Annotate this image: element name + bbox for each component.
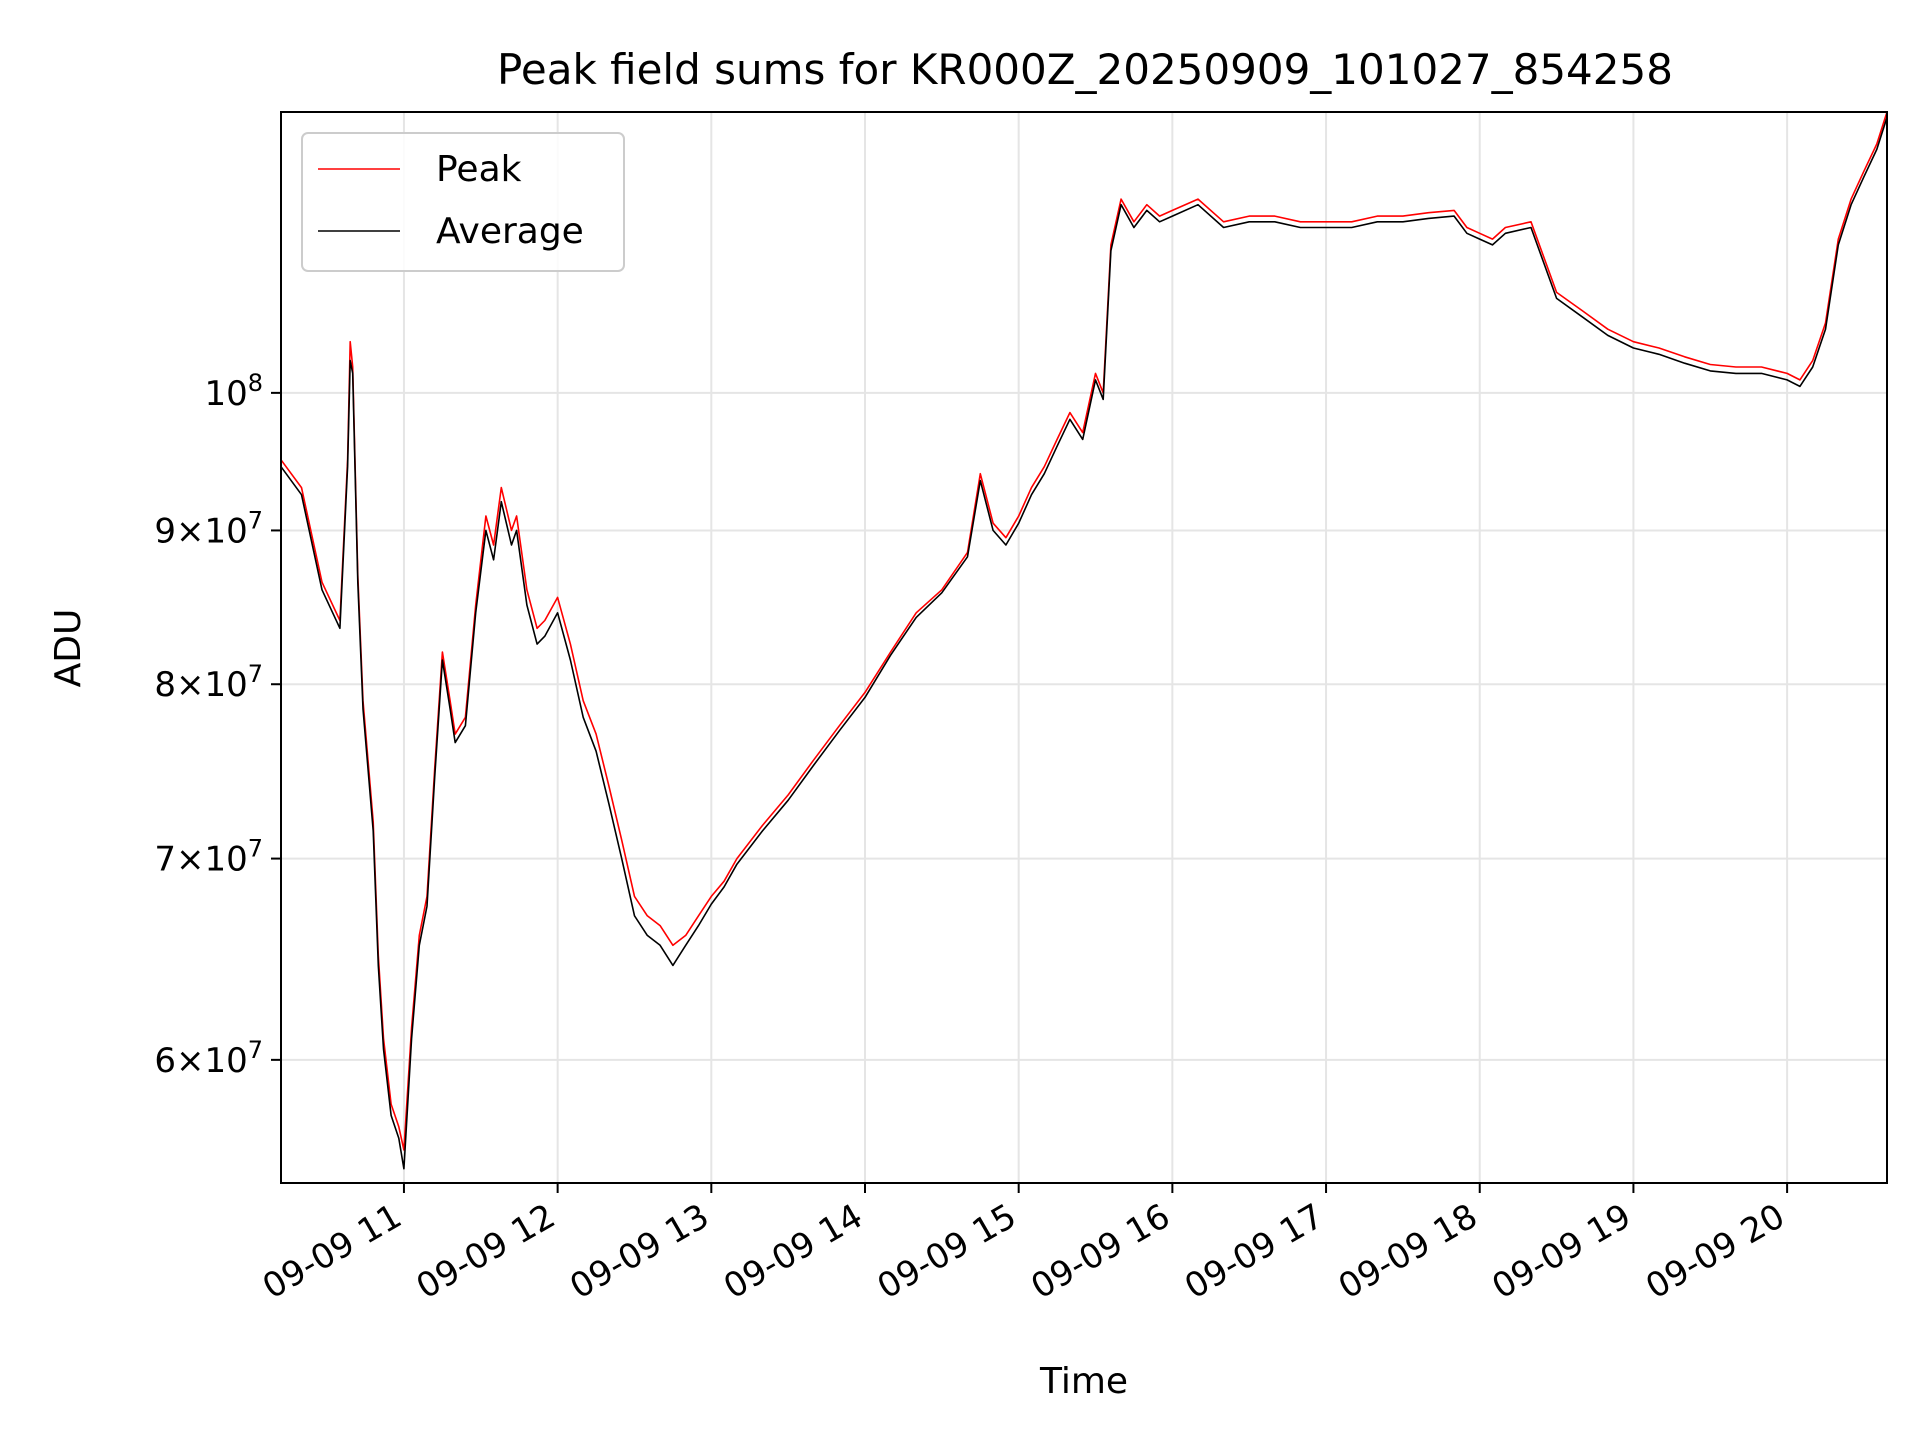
series-layer — [281, 112, 1887, 1170]
y-tick-base: 10 — [204, 840, 247, 880]
series-line-average — [281, 117, 1887, 1170]
y-tick-label: 108 — [204, 369, 263, 414]
y-tick-exponent: 7 — [248, 835, 263, 863]
y-tick-exponent: 8 — [248, 369, 263, 397]
x-tick-label: 09-09 14 — [717, 1196, 869, 1307]
y-tick-exponent: 7 — [248, 1036, 263, 1064]
y-tick-base: 10 — [204, 665, 247, 705]
y-tick-exponent: 7 — [248, 660, 263, 688]
y-tick-base: 10 — [204, 511, 247, 551]
y-tick-exponent: 7 — [248, 506, 263, 534]
y-axis-label: ADU — [48, 609, 89, 688]
x-tick-label: 09-09 11 — [256, 1196, 408, 1307]
y-tick-base: 10 — [204, 374, 247, 414]
y-tick-mantissa: 7× — [154, 840, 204, 880]
chart-title: Peak field sums for KR000Z_20250909_1010… — [497, 45, 1673, 94]
y-tick-label: 8×107 — [154, 660, 263, 705]
y-tick-label: 9×107 — [154, 506, 263, 551]
legend: Peak Average — [301, 132, 625, 272]
legend-label-peak: Peak — [436, 149, 522, 190]
y-tick-label: 7×107 — [154, 835, 263, 880]
y-tick-mantissa: 9× — [154, 511, 204, 551]
y-tick-mantissa: 8× — [154, 665, 204, 705]
x-tick-label: 09-09 17 — [1178, 1196, 1330, 1307]
y-tick-mantissa: 6× — [154, 1041, 204, 1081]
x-tick-label: 09-09 18 — [1332, 1196, 1484, 1307]
y-tick-label: 6×107 — [154, 1036, 263, 1081]
legend-label-average: Average — [436, 211, 584, 252]
legend-box — [301, 132, 625, 272]
x-tick-label: 09-09 13 — [563, 1196, 715, 1307]
x-tick-label: 09-09 12 — [410, 1196, 562, 1307]
x-tick-label: 09-09 20 — [1639, 1196, 1791, 1307]
x-tick-label: 09-09 15 — [871, 1196, 1023, 1307]
x-tick-label: 09-09 19 — [1486, 1196, 1638, 1307]
y-tick-base: 10 — [204, 1041, 247, 1081]
x-axis-label: Time — [1039, 1361, 1128, 1402]
x-tick-label: 09-09 16 — [1024, 1196, 1176, 1307]
grid-lines — [281, 112, 1887, 1183]
plot-frame — [280, 111, 1888, 1184]
x-axis: 09-09 11 09-09 12 09-09 13 09-09 14 09-09 15… — [256, 1183, 1792, 1307]
